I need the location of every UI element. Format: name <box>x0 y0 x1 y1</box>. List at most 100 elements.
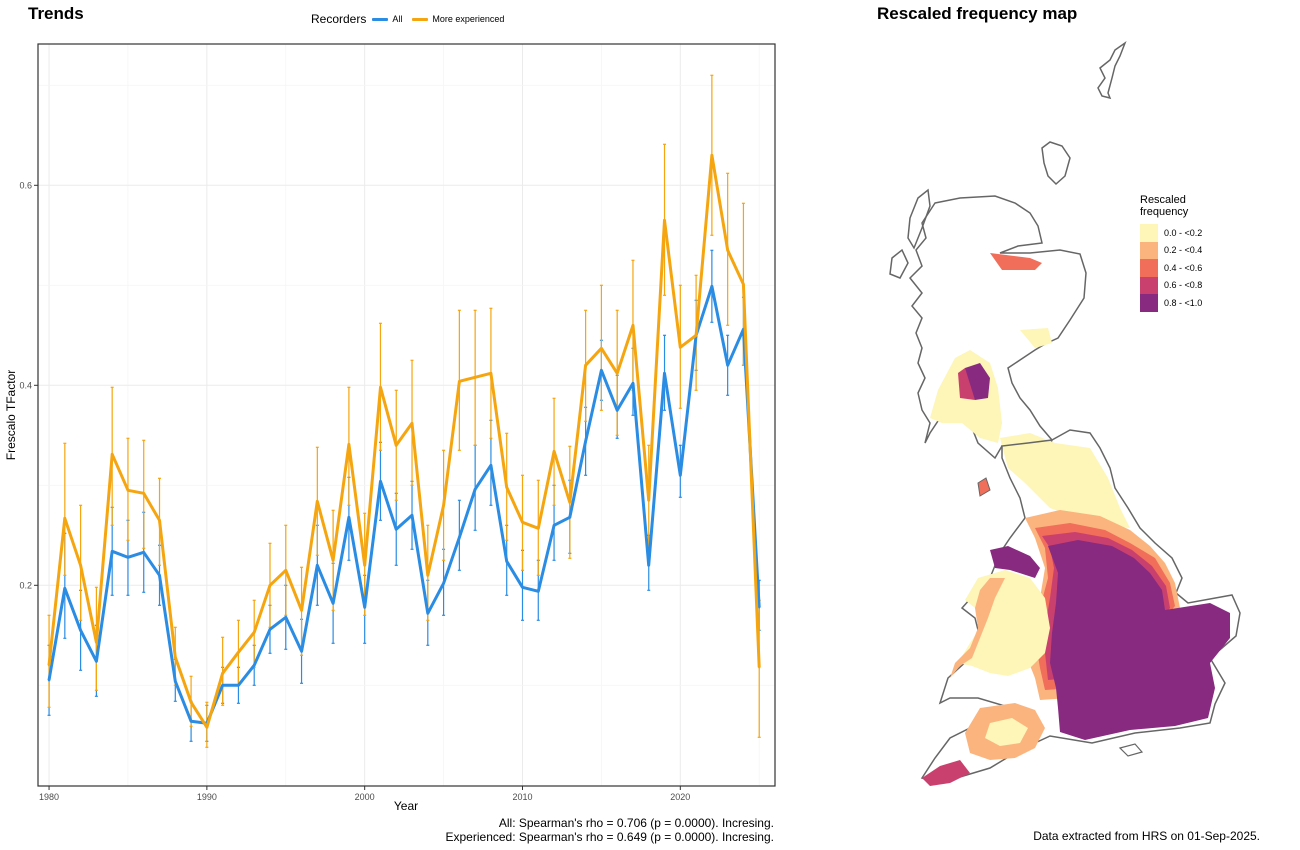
northern-england-low-frequency <box>1000 433 1130 528</box>
data-point-experienced <box>79 564 82 567</box>
data-point-experienced <box>253 631 256 634</box>
data-point-experienced <box>63 517 67 520</box>
source-note: Data extracted from HRS on 01-Sep-2025. <box>1033 829 1260 843</box>
data-point-all <box>79 629 82 632</box>
data-point-all <box>410 514 414 517</box>
data-point-all <box>758 606 761 609</box>
map-legend-title: Rescaled frequency <box>1140 194 1189 218</box>
scotland-low-frequency <box>990 253 1042 270</box>
legend-label-experienced: More experienced <box>432 14 505 24</box>
x-tick-label: 1990 <box>197 792 217 802</box>
data-point-all <box>505 560 508 563</box>
data-point-experienced <box>316 500 319 503</box>
map-legend-label: 0.4 - <0.6 <box>1164 262 1203 273</box>
trend-statistics: All: Spearman's rho = 0.706 (p = 0.0000)… <box>446 816 775 844</box>
data-point-experienced <box>742 283 745 286</box>
data-point-all <box>347 516 351 519</box>
data-point-all <box>710 285 714 288</box>
data-point-all <box>600 369 603 372</box>
data-point-all <box>647 564 650 567</box>
data-point-all <box>158 574 161 577</box>
legend-title: Recorders <box>311 12 367 26</box>
trends-title: Trends <box>28 4 84 23</box>
data-point-experienced <box>237 651 240 654</box>
wales-peach-edge <box>950 578 1005 678</box>
map-legend-row: 0.0 - <0.2 <box>1140 224 1220 242</box>
data-point-experienced <box>615 372 619 375</box>
data-point-experienced <box>631 324 635 327</box>
legend-label-all: All <box>392 14 403 24</box>
scotland-central-mid-frequency <box>958 368 975 400</box>
map-legend-swatch <box>1140 294 1158 312</box>
legend-swatch-experienced <box>412 17 429 21</box>
data-point-experienced <box>600 347 603 350</box>
england-wales-outline <box>920 429 1241 784</box>
data-point-experienced <box>363 564 366 567</box>
stats-line-all: All: Spearman's rho = 0.706 (p = 0.0000)… <box>498 816 774 830</box>
data-point-experienced <box>221 672 224 675</box>
data-point-all <box>174 680 177 683</box>
data-point-experienced <box>395 444 398 447</box>
data-point-all <box>679 474 682 477</box>
data-point-all <box>442 582 445 585</box>
data-point-all <box>726 364 729 367</box>
x-tick-label: 2010 <box>512 792 532 802</box>
data-point-experienced <box>174 656 177 659</box>
map-legend-swatch <box>1140 259 1158 277</box>
y-tick-label: 0.2 <box>19 580 32 590</box>
data-point-all <box>615 409 619 412</box>
y-axis-label: Frescalo TFactor <box>4 370 18 460</box>
western-isles-outline <box>907 188 931 250</box>
data-point-all <box>489 464 493 467</box>
data-point-experienced <box>300 609 303 612</box>
data-point-all <box>110 550 114 553</box>
data-point-experienced <box>647 499 650 502</box>
map-legend-label: 0.0 - <0.2 <box>1164 227 1203 238</box>
data-point-experienced <box>552 450 556 453</box>
data-point-experienced <box>426 574 430 577</box>
data-point-all <box>426 612 430 615</box>
data-point-all <box>473 488 477 491</box>
x-tick-label: 1980 <box>39 792 59 802</box>
south-west-lighter <box>985 718 1028 746</box>
data-point-all <box>316 564 319 567</box>
data-point-experienced <box>568 501 572 504</box>
map-legend-row: 0.8 - <1.0 <box>1140 294 1220 312</box>
y-tick-label: 0.4 <box>19 380 32 390</box>
data-point-all <box>552 524 556 527</box>
data-point-all <box>568 516 572 519</box>
series-lines <box>47 153 761 729</box>
data-point-all <box>331 602 335 605</box>
x-tick-label: 2020 <box>670 792 690 802</box>
plot-frame <box>37 43 776 787</box>
data-point-experienced <box>331 559 335 562</box>
wales-low-frequency <box>958 570 1050 676</box>
data-point-all <box>253 664 256 667</box>
map-legend-swatch <box>1140 241 1158 259</box>
data-point-experienced <box>142 492 145 495</box>
orkney-outline <box>1041 141 1071 186</box>
data-point-experienced <box>126 489 130 492</box>
data-point-experienced <box>442 504 445 507</box>
legend-swatch-all <box>372 17 389 21</box>
data-point-experienced <box>505 486 508 489</box>
map-legend-row: 0.4 - <0.6 <box>1140 259 1220 277</box>
map-legend-row: 0.2 - <0.4 <box>1140 241 1220 259</box>
data-point-experienced <box>489 372 493 375</box>
england-purple-core <box>1048 540 1230 740</box>
data-point-experienced <box>268 584 272 587</box>
data-point-all <box>142 551 145 554</box>
data-point-experienced <box>95 641 98 644</box>
map-legend-row: 0.6 - <0.8 <box>1140 276 1220 294</box>
data-point-all <box>300 650 303 653</box>
data-point-experienced <box>758 666 761 669</box>
data-point-experienced <box>47 664 51 667</box>
data-point-all <box>221 684 224 687</box>
data-point-experienced <box>284 569 287 572</box>
data-point-experienced <box>110 453 114 456</box>
data-point-experienced <box>410 422 414 425</box>
data-point-all <box>47 679 51 682</box>
data-point-experienced <box>379 386 382 389</box>
data-point-experienced <box>473 376 477 379</box>
x-tick-label: 2000 <box>355 792 375 802</box>
